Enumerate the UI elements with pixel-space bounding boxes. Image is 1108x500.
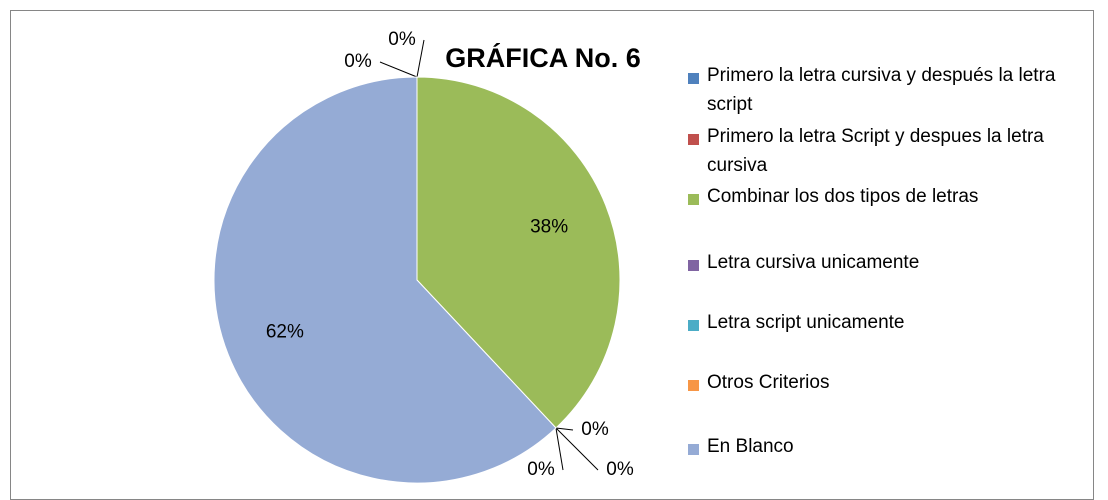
legend-swatch [688,444,699,455]
legend-label: Otros Criterios [707,372,830,393]
legend-swatch [688,194,699,205]
legend-label: Combinar los dos tipos de letras [707,186,979,207]
legend-item: Primero la letra cursiva y después la le… [688,65,1088,119]
legend-label: En Blanco [707,436,794,457]
legend-label: Letra script unicamente [707,312,905,333]
leader-line [379,61,418,78]
legend-item: En Blanco [688,436,1088,461]
pie-slice [416,76,621,429]
leader-line [416,39,425,78]
leader-line [555,427,574,431]
data-label: 38% [530,217,568,238]
data-label: 62% [266,321,304,342]
data-label: 0% [344,51,372,72]
legend-item: Otros Criterios [688,372,1088,397]
leader-line [555,427,564,471]
chart-title: GRÁFICA No. 6 [445,42,641,73]
legend-label: Primero la letra cursiva y después la le… [707,65,1056,115]
legend-swatch [688,380,699,391]
data-label: 0% [581,419,609,440]
data-label: 0% [388,29,416,50]
legend-swatch [688,73,699,84]
legend-label: Letra cursiva unicamente [707,252,920,273]
legend-item: Letra script unicamente [688,312,1088,337]
leader-line [555,427,599,471]
legend-label: Primero la letra Script y despues la let… [707,126,1044,176]
legend-swatch [688,260,699,271]
legend-item: Combinar los dos tipos de letras [688,186,1088,211]
data-label: 0% [606,459,634,480]
legend-swatch [688,134,699,145]
pie-slice [213,76,557,484]
data-label: 0% [527,459,555,480]
legend-swatch [688,320,699,331]
legend-item: Primero la letra Script y despues la let… [688,126,1088,180]
legend-item: Letra cursiva unicamente [688,252,1088,277]
